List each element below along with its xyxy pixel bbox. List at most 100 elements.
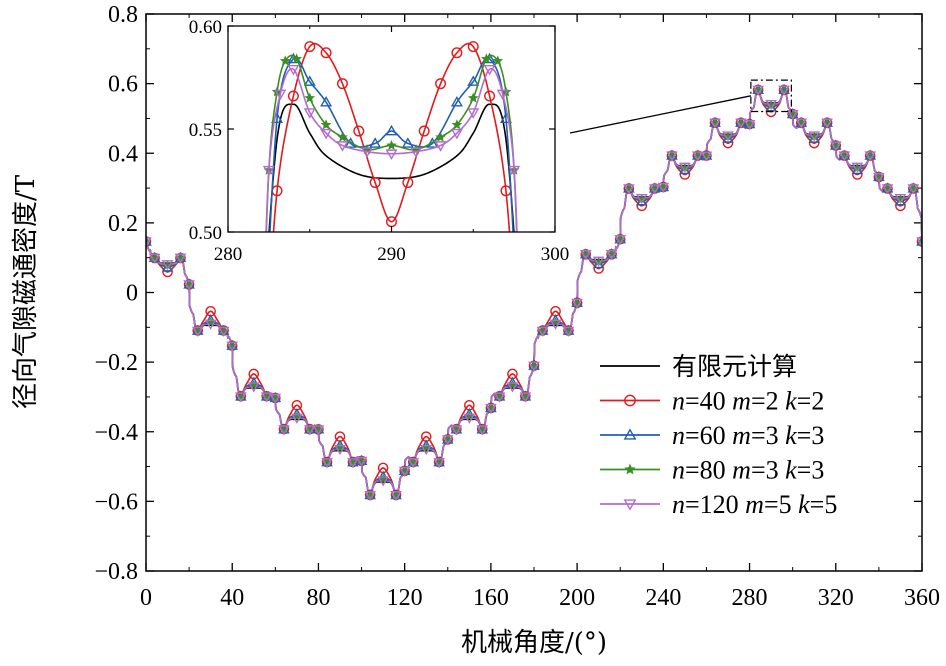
data-point-marker (873, 172, 885, 184)
data-point-marker (657, 182, 670, 194)
inset-data-point-marker (344, 137, 357, 148)
inset-data-point-marker (287, 64, 300, 76)
inset-background (228, 26, 555, 232)
y-axis-label: 径向气隙磁通密度/T (11, 174, 41, 409)
data-point-marker (851, 162, 864, 173)
inset-data-point-marker (304, 92, 316, 103)
inset-data-point-marker (320, 96, 333, 107)
legend-label-part: k (785, 387, 797, 416)
inset-chart: 280 290 300 0.50 0.55 0.60 (189, 17, 570, 265)
data-point-marker (765, 100, 777, 111)
inset-x-tick-label: 290 (377, 244, 406, 265)
inset-y-tick-label: 0.50 (189, 223, 222, 244)
data-point-marker (528, 361, 540, 372)
data-point-marker (722, 131, 734, 142)
inset-data-point-marker (320, 128, 333, 140)
data-point-marker (700, 151, 713, 162)
inset-data-point-marker (360, 147, 373, 158)
inset-data-point-marker (434, 141, 447, 152)
data-point-marker (786, 109, 799, 121)
data-point-marker (463, 413, 476, 424)
data-point-marker (204, 319, 217, 330)
plot-frame (145, 13, 923, 572)
legend-label: n=60 m=3 k=3 (672, 421, 824, 450)
legend-label: n=80 m=3 k=3 (672, 456, 824, 485)
inset-series-markers-4 (262, 64, 521, 177)
inset-data-point-marker (484, 90, 496, 102)
inset-data-point-marker (291, 53, 302, 64)
x-tick-label: 40 (220, 585, 244, 611)
data-point-marker (864, 151, 877, 162)
inset-data-point-marker (304, 41, 316, 53)
data-point-marker (364, 491, 376, 502)
inset-data-point-marker (492, 55, 504, 66)
data-point-marker (441, 435, 454, 446)
inset-data-point-marker (303, 108, 316, 119)
inset-data-point-marker (353, 125, 365, 137)
legend-label-part: =5 (810, 490, 838, 519)
x-tick-label: 120 (387, 585, 423, 611)
data-point-marker (247, 382, 260, 393)
legend-entry-4: n=120 m=5 k=5 (600, 490, 837, 519)
data-point-marker (269, 393, 282, 404)
data-point-marker (778, 85, 790, 96)
inset-data-point-marker (450, 96, 463, 107)
x-tick-label: 80 (306, 585, 330, 611)
inset-x-tick-label: 300 (541, 244, 570, 265)
data-point-marker (304, 425, 316, 436)
data-point-marker (174, 253, 187, 264)
inset-data-point-marker (279, 55, 291, 66)
inset-data-point-marker (467, 108, 480, 119)
inset-data-point-marker (483, 64, 496, 76)
legend-entry-3: n=80 m=3 k=3 (600, 456, 824, 485)
x-tick-label: 160 (473, 585, 509, 611)
data-point-marker (485, 403, 497, 414)
data-point-marker (420, 445, 433, 456)
legend-label-part: =2 (751, 387, 785, 416)
data-point-marker (592, 256, 605, 267)
data-point-marker (579, 250, 592, 261)
inset-data-point-marker (508, 165, 521, 177)
data-point-marker (390, 491, 402, 502)
inset-data-point-marker (320, 119, 332, 130)
inset-data-point-marker (386, 139, 397, 150)
data-point-marker (635, 194, 648, 205)
legend-label-part: =3 (797, 456, 825, 485)
data-point-marker (916, 237, 922, 248)
data-point-marker (907, 184, 920, 195)
y-tick-label: 0.6 (108, 72, 138, 98)
y-tick-label: 0.8 (108, 2, 138, 28)
data-point-marker (217, 326, 230, 337)
data-point-marker (493, 392, 506, 403)
inset-data-point-marker (451, 47, 463, 59)
legend-entry-2: n=60 m=3 k=3 (600, 421, 824, 450)
legend-entry-0: 有限元计算 (600, 352, 797, 381)
data-point-marker (562, 326, 575, 337)
data-point-marker (536, 326, 549, 337)
legend-label-part: =40 (685, 387, 732, 416)
legend-label-part: k (785, 456, 797, 485)
inset-data-point-marker (450, 128, 463, 140)
data-point-marker (260, 392, 273, 403)
data-point-marker (743, 119, 756, 131)
data-point-marker (795, 118, 808, 129)
data-point-marker (735, 118, 747, 129)
data-point-marker (433, 458, 445, 469)
legend-entry-1: n=40 m=2 k=2 (600, 387, 824, 416)
inset-y-tick-label: 0.60 (189, 17, 222, 38)
inset-data-point-marker (426, 137, 439, 148)
legend-label-part: n (672, 456, 685, 485)
legend-label-part: k (785, 421, 797, 450)
data-point-marker (226, 341, 239, 352)
data-point-marker (648, 184, 661, 195)
legend-label-part: =3 (751, 421, 785, 450)
inset-data-point-marker (435, 131, 446, 142)
inset-data-point-marker (467, 75, 480, 86)
inset-series-line-1 (272, 42, 511, 232)
inset-data-point-marker (262, 165, 275, 177)
y-tick-label: −0.6 (94, 489, 138, 515)
data-point-marker (808, 131, 821, 142)
inset-data-point-marker (369, 137, 382, 148)
data-point-marker (377, 476, 389, 487)
